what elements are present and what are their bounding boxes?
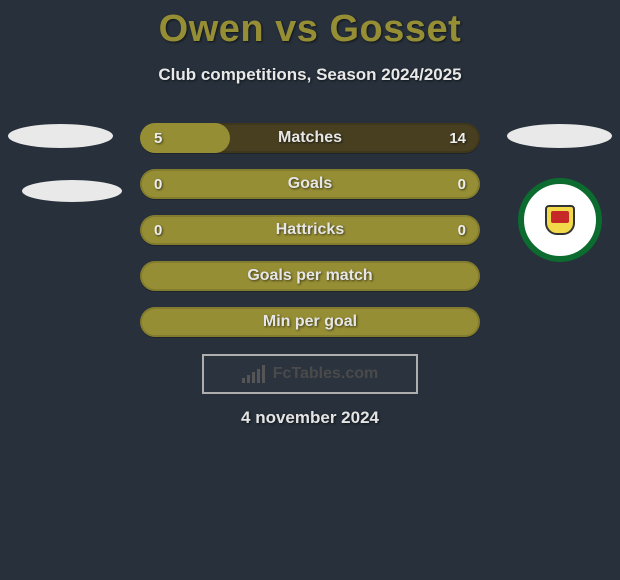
stat-label: Hattricks <box>276 221 344 239</box>
brand-chart-bar <box>252 372 255 383</box>
stat-right-value: 14 <box>449 130 466 147</box>
stat-label: Goals <box>288 175 332 193</box>
brand-chart-bar <box>247 375 250 383</box>
page-subtitle: Club competitions, Season 2024/2025 <box>0 65 620 85</box>
stat-label: Min per goal <box>263 313 357 331</box>
stat-bar: Goals per match <box>140 261 480 291</box>
brand-chart-bar <box>262 365 265 383</box>
brand-chart-bar <box>257 369 260 383</box>
avatar-placeholder-left-2 <box>22 180 122 202</box>
brand-text: FcTables.com <box>273 365 379 383</box>
stat-right-value: 0 <box>458 176 466 193</box>
stat-bar: Min per goal <box>140 307 480 337</box>
avatar-placeholder-right-1 <box>507 124 612 148</box>
brand-chart-icon <box>242 365 265 383</box>
club-crest <box>518 178 602 262</box>
crest-inner <box>532 199 588 241</box>
stat-bar: 5 14 Matches <box>140 123 480 153</box>
date-label: 4 november 2024 <box>0 408 620 428</box>
stat-bars: 5 14 Matches 0 0 Goals 0 0 Hattricks Goals per ma… <box>140 123 480 353</box>
brand-box: FcTables.com <box>202 354 418 394</box>
page-title: Owen vs Gosset <box>0 0 620 51</box>
stat-bar: 0 0 Goals <box>140 169 480 199</box>
stat-right-value: 0 <box>458 222 466 239</box>
brand-chart-bar <box>242 378 245 383</box>
stat-left-value: 5 <box>154 130 162 147</box>
stat-label: Goals per match <box>247 267 372 285</box>
stat-left-value: 0 <box>154 176 162 193</box>
stat-bar: 0 0 Hattricks <box>140 215 480 245</box>
stat-label: Matches <box>278 129 342 147</box>
crest-dragon-icon <box>551 211 569 223</box>
stat-left-value: 0 <box>154 222 162 239</box>
avatar-placeholder-left-1 <box>8 124 113 148</box>
